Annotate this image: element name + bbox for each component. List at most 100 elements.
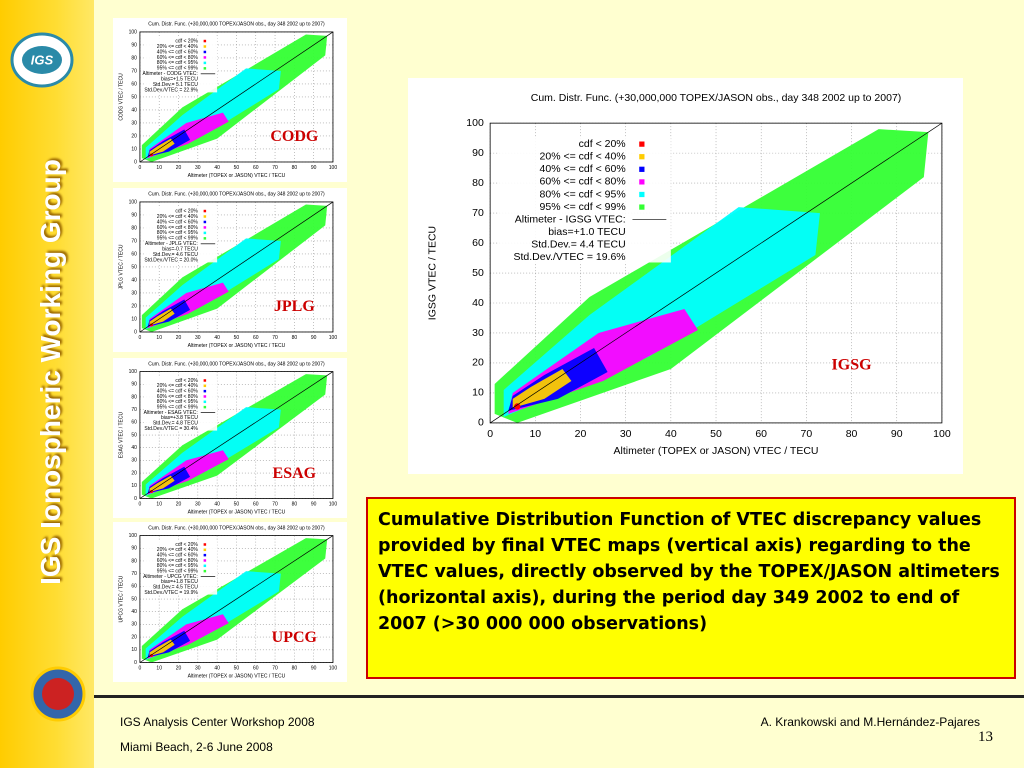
chart-title: Cum. Distr. Func. (+30,000,000 TOPEX/JAS… bbox=[531, 92, 902, 104]
y-axis-label: UPCG VTEC / TECU bbox=[118, 575, 124, 622]
x-axis-label: Altimeter (TOPEX or JASON) VTEC / TECU bbox=[188, 509, 286, 515]
x-tick-label: 60 bbox=[253, 335, 259, 341]
y-tick-label: 20 bbox=[131, 470, 137, 476]
legend-label: 80% <= cdf < 95% bbox=[540, 188, 626, 200]
logo-core bbox=[22, 46, 62, 74]
y-tick-label: 70 bbox=[131, 571, 137, 577]
legend-marker bbox=[203, 389, 207, 393]
x-tick-label: 0 bbox=[139, 665, 142, 671]
legend-stat: Std.Dev.= 4.5 TECU bbox=[153, 584, 198, 590]
y-tick-label: 50 bbox=[131, 596, 137, 602]
y-tick-label: 60 bbox=[131, 81, 137, 87]
legend-marker bbox=[203, 548, 207, 552]
legend-marker bbox=[203, 400, 207, 404]
x-tick-label: 100 bbox=[933, 428, 951, 440]
legend-stat: Altimeter - UPCG VTEC: bbox=[143, 574, 198, 580]
y-tick-label: 90 bbox=[131, 546, 137, 552]
x-tick-label: 90 bbox=[311, 335, 317, 341]
legend-label: 20% <= cdf < 40% bbox=[540, 150, 626, 162]
page-number: 13 bbox=[978, 729, 993, 745]
legend-label: 80% <= cdf < 95% bbox=[157, 399, 199, 405]
x-tick-label: 80 bbox=[292, 665, 298, 671]
footer-authors: A. Krankowski and M.Hernández-Pajares bbox=[760, 715, 980, 729]
x-tick-label: 30 bbox=[195, 335, 201, 341]
chart: Cum. Distr. Func. (+30,000,000 TOPEX/JAS… bbox=[113, 358, 347, 518]
y-tick-label: 70 bbox=[131, 238, 137, 244]
plot-frame bbox=[139, 371, 334, 499]
x-tick-label: 20 bbox=[176, 165, 182, 171]
y-tick-label: 0 bbox=[478, 417, 484, 429]
y-tick-label: 90 bbox=[131, 42, 137, 48]
y-tick-label: 20 bbox=[131, 634, 137, 640]
x-tick-label: 10 bbox=[156, 335, 162, 341]
legend-label: 60% <= cdf < 80% bbox=[157, 225, 199, 231]
y-tick-label: 50 bbox=[131, 264, 137, 270]
y-tick-label: 50 bbox=[472, 267, 484, 279]
legend-label: 60% <= cdf < 80% bbox=[157, 55, 199, 61]
y-tick-label: 60 bbox=[131, 420, 137, 426]
legend-marker bbox=[203, 39, 207, 43]
legend-label: 60% <= cdf < 80% bbox=[540, 176, 626, 188]
plot-frame bbox=[489, 122, 943, 424]
chart-tag: JPLG bbox=[274, 298, 315, 315]
legend-stat: Std.Dev./VTEC = 20.0% bbox=[144, 258, 198, 264]
y-tick-label: 70 bbox=[472, 207, 484, 219]
reference-line bbox=[139, 201, 334, 333]
footer-rule bbox=[94, 695, 1024, 698]
x-tick-label: 20 bbox=[176, 665, 182, 671]
legend-label: 95% <= cdf < 99% bbox=[157, 404, 199, 410]
x-tick-label: 70 bbox=[272, 501, 278, 507]
legend-marker bbox=[203, 67, 207, 70]
x-tick-label: 0 bbox=[139, 501, 142, 507]
legend-label: cdf < 20% bbox=[175, 378, 198, 384]
caption: Cumulative Distribution Function of VTEC… bbox=[366, 497, 1016, 679]
y-tick-label: 20 bbox=[131, 303, 137, 309]
legend-marker bbox=[203, 405, 207, 409]
footer-place: Miami Beach, 2-6 June 2008 bbox=[120, 740, 273, 754]
x-tick-label: 70 bbox=[272, 335, 278, 341]
legend-label: 20% <= cdf < 40% bbox=[157, 547, 199, 553]
x-tick-label: 100 bbox=[329, 165, 338, 171]
y-tick-label: 60 bbox=[131, 584, 137, 590]
reference-line bbox=[139, 371, 334, 499]
x-tick-label: 0 bbox=[139, 335, 142, 341]
legend-marker bbox=[639, 154, 645, 160]
legend-marker bbox=[203, 226, 207, 229]
density-core bbox=[514, 403, 521, 410]
legend-marker bbox=[203, 220, 207, 224]
reference-line bbox=[489, 122, 943, 424]
y-tick-label: 40 bbox=[131, 107, 137, 113]
plot-frame bbox=[139, 201, 334, 333]
y-tick-label: 80 bbox=[131, 55, 137, 61]
y-tick-label: 30 bbox=[131, 120, 137, 126]
legend-marker bbox=[203, 395, 207, 398]
y-tick-label: 10 bbox=[131, 146, 137, 152]
legend-marker bbox=[203, 45, 207, 48]
chart-title: Cum. Distr. Func. (+30,000,000 TOPEX/JAS… bbox=[148, 525, 325, 531]
y-tick-label: 10 bbox=[131, 647, 137, 653]
x-tick-label: 90 bbox=[891, 428, 903, 440]
y-tick-label: 90 bbox=[131, 382, 137, 388]
x-tick-label: 90 bbox=[311, 165, 317, 171]
y-tick-label: 100 bbox=[129, 533, 138, 539]
x-tick-label: 50 bbox=[234, 165, 240, 171]
legend-marker bbox=[203, 569, 207, 573]
legend-stat: Altimeter - IGSG VTEC: bbox=[515, 213, 626, 225]
chart: Cum. Distr. Func. (+30,000,000 TOPEX/JAS… bbox=[113, 522, 347, 682]
x-axis-label: Altimeter (TOPEX or JASON) VTEC / TECU bbox=[188, 173, 286, 179]
x-tick-label: 60 bbox=[755, 428, 767, 440]
y-tick-label: 40 bbox=[472, 297, 484, 309]
y-tick-label: 30 bbox=[131, 622, 137, 628]
x-axis-label: Altimeter (TOPEX or JASON) VTEC / TECU bbox=[614, 445, 819, 457]
legend-label: 20% <= cdf < 40% bbox=[157, 383, 199, 389]
footer-event: IGS Analysis Center Workshop 2008 bbox=[120, 715, 315, 729]
x-tick-label: 30 bbox=[620, 428, 632, 440]
legend-stat: Std.Dev.= 5.1 TECU bbox=[153, 82, 198, 88]
y-axis-label: ESAG VTEC / TECU bbox=[118, 412, 124, 459]
legend-stat: bias=-0.7 TECU bbox=[162, 247, 198, 253]
sidebar-art: IGS bbox=[10, 32, 86, 722]
legend-label: 20% <= cdf < 40% bbox=[157, 44, 199, 50]
x-tick-label: 10 bbox=[156, 665, 162, 671]
x-axis-label: Altimeter (TOPEX or JASON) VTEC / TECU bbox=[188, 343, 286, 349]
